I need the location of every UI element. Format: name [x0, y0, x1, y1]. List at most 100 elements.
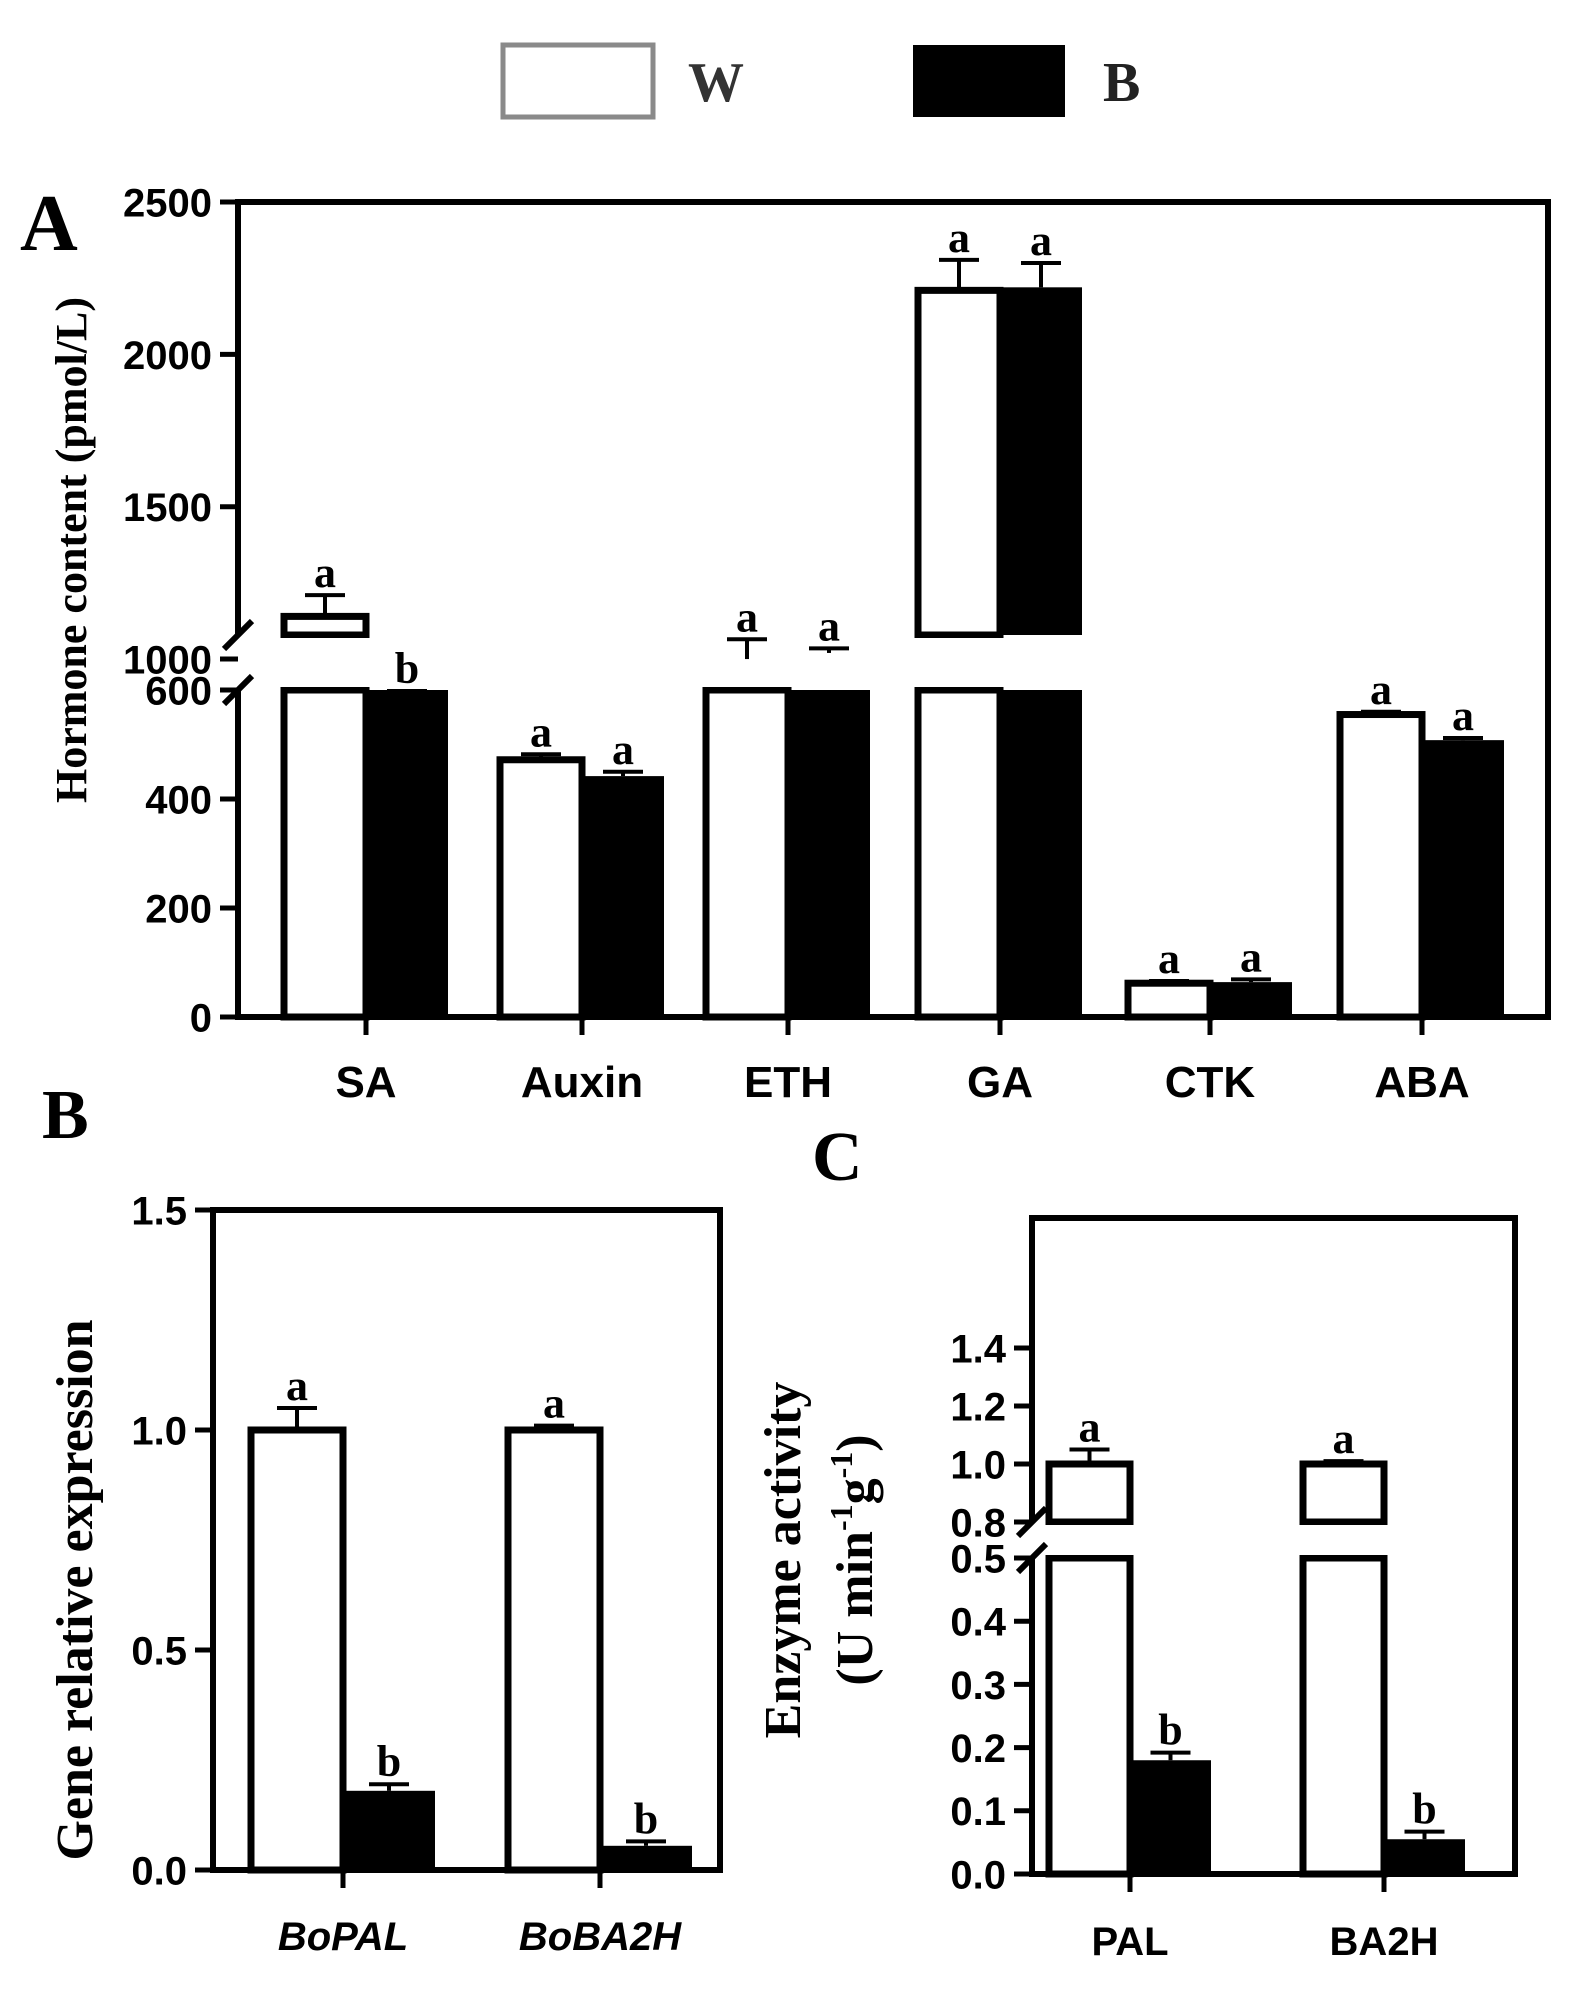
a-y-tick-label-5: 1500	[123, 486, 212, 530]
b-y-tick-label-0: 0.0	[131, 1849, 187, 1893]
bar-a-w-5-letter: a	[1370, 665, 1392, 714]
bar-a-w-3-gap	[912, 638, 1006, 687]
legend-swatch-w	[500, 42, 656, 120]
bar-b-b-1	[600, 1845, 692, 1870]
bar-a-w-1	[496, 756, 586, 1021]
ylabel-c-unit: (U min	[827, 1531, 884, 1686]
a-y-tick-label-6: 2000	[123, 334, 212, 378]
c-axes	[1029, 1215, 1518, 1877]
legend-swatch-b	[913, 45, 1065, 117]
bar-a-w-3-letter: a	[948, 213, 970, 262]
a-category-label-4: CTK	[1165, 1058, 1256, 1107]
bar-a-b-3-lower	[1000, 690, 1082, 1017]
bar-a-w-0-upper	[280, 612, 370, 639]
bar-b-b-0	[343, 1790, 435, 1870]
a-y-tick-label-2: 400	[145, 778, 212, 822]
a-y-tick-label-7: 2500	[123, 181, 212, 225]
b-y-tick-label-1: 0.5	[131, 1629, 187, 1673]
bar-b-w-0-letter: a	[286, 1361, 308, 1410]
bar-a-w-5	[1336, 711, 1426, 1021]
bar-c-w-1-gap	[1297, 1525, 1390, 1555]
c-y-tick-label-9: 1.4	[950, 1327, 1006, 1371]
b-category-label-0: BoPAL	[278, 1915, 408, 1959]
bar-c-w-0-letter: a	[1079, 1403, 1101, 1452]
bar-c-w-0-lower	[1045, 1554, 1134, 1878]
bar-b-w-1	[504, 1426, 604, 1874]
panel-b-plot: a b BoPAL a b BoBA2H 0.0 0.5 1.0 1.5	[131, 1189, 723, 1959]
c-category-label-1: BA2H	[1330, 1920, 1439, 1964]
bar-c-w-0-upper	[1045, 1460, 1134, 1526]
bar-a-b-3-letter: a	[1030, 216, 1052, 265]
c-y-tick-label-6: 0.8	[950, 1501, 1006, 1545]
bar-a-w-0-gap	[278, 638, 372, 687]
a-category-label-0: SA	[335, 1058, 396, 1107]
bar-a-b-5	[1422, 740, 1504, 1017]
bar-a-b-0-letter: b	[395, 644, 419, 693]
bar-a-b-0-lower	[366, 690, 448, 1017]
ylabel-c-sup1: -1	[823, 1504, 859, 1531]
bar-a-w-0-lower	[280, 686, 370, 1021]
ylabel-c-close: )	[827, 1434, 884, 1451]
bar-c-w-1-upper	[1299, 1460, 1388, 1526]
panel-a-ylabel: Hormone content (pmol/L)	[47, 297, 96, 803]
bar-a-b-3-upper	[1000, 287, 1082, 635]
bar-a-w-4-letter: a	[1158, 934, 1180, 983]
b-y-tick-label-2: 1.0	[131, 1409, 187, 1453]
bar-c-b-1	[1384, 1839, 1465, 1874]
legend: W B	[500, 42, 1140, 120]
c-y-tick-label-0: 0.0	[950, 1853, 1006, 1897]
bar-a-b-2-letter: a	[818, 601, 840, 650]
bar-b-w-0	[247, 1426, 347, 1874]
panel-a-plot: a b SA a a Auxin a a ETH a a GA a a CTK a a ABA 0 200 400 600…	[123, 181, 1551, 1107]
bar-c-w-0-gap	[1043, 1525, 1136, 1555]
bar-c-w-1-lower	[1299, 1554, 1388, 1878]
bar-b-w-1-letter: a	[543, 1379, 565, 1428]
a-category-label-3: GA	[967, 1058, 1033, 1107]
b-y-tick-label-3: 1.5	[131, 1189, 187, 1233]
bar-a-w-3-upper	[914, 286, 1004, 639]
c-y-tick-label-8: 1.2	[950, 1385, 1006, 1429]
panel-letter-a: A	[20, 180, 78, 268]
a-y-tick-label-4: 1000	[123, 638, 212, 682]
panel-b-ylabel: Gene relative expression	[47, 1319, 104, 1860]
b-category-label-1: BoBA2H	[519, 1915, 682, 1959]
bar-a-w-1-letter: a	[530, 707, 552, 756]
bar-a-b-5-letter: a	[1452, 691, 1474, 740]
legend-label-w: W	[688, 52, 744, 114]
c-y-tick-label-2: 0.2	[950, 1727, 1006, 1771]
bar-a-b-1-letter: a	[612, 725, 634, 774]
a-break-mark-upper	[221, 618, 255, 652]
a-y-tick-label-1: 200	[145, 887, 212, 931]
a-category-label-5: ABA	[1374, 1058, 1469, 1107]
bar-c-b-0	[1130, 1760, 1211, 1874]
bar-a-w-2-lower	[702, 686, 792, 1021]
bar-b-b-0-letter: b	[377, 1737, 401, 1786]
bar-c-b-0-letter: b	[1158, 1706, 1182, 1755]
a-y-tick-label-3: 600	[145, 669, 212, 713]
bar-b-b-1-letter: b	[634, 1794, 658, 1843]
panel-c-ylabel-line2: (U min-1g-1)	[823, 1434, 884, 1685]
panel-c-ylabel-line1: Enzyme activity	[755, 1382, 812, 1739]
c-y-tick-label-5: 0.5	[950, 1537, 1006, 1581]
a-axes	[235, 199, 1551, 1020]
panel-c-plot: a b PAL a b BA2H 0.0 0.1 0.2 0.3 0.4 0.50.8 1.0 1.2 1.…	[950, 1215, 1518, 1964]
a-y-tick-label-0: 0	[190, 996, 212, 1040]
ylabel-c-sup2: -1	[823, 1452, 859, 1479]
bar-c-w-1-letter: a	[1333, 1414, 1355, 1463]
c-category-label-0: PAL	[1091, 1920, 1168, 1964]
bar-a-b-4	[1210, 982, 1292, 1017]
c-y-tick-label-3: 0.3	[950, 1664, 1006, 1708]
bar-a-b-2-lower	[788, 690, 870, 1017]
c-y-tick-label-4: 0.4	[950, 1601, 1006, 1645]
bar-a-b-1	[582, 776, 664, 1017]
bar-c-b-1-letter: b	[1412, 1785, 1436, 1834]
c-y-tick-label-7: 1.0	[950, 1443, 1006, 1487]
bar-a-w-2-letter: a	[736, 592, 758, 641]
panel-letter-b: B	[42, 1077, 89, 1154]
bar-a-w-3-lower	[914, 686, 1004, 1021]
ylabel-c-g: g	[827, 1478, 884, 1504]
a-category-label-1: Auxin	[521, 1058, 643, 1107]
a-category-label-2: ETH	[744, 1058, 832, 1107]
legend-label-b: B	[1103, 52, 1140, 114]
